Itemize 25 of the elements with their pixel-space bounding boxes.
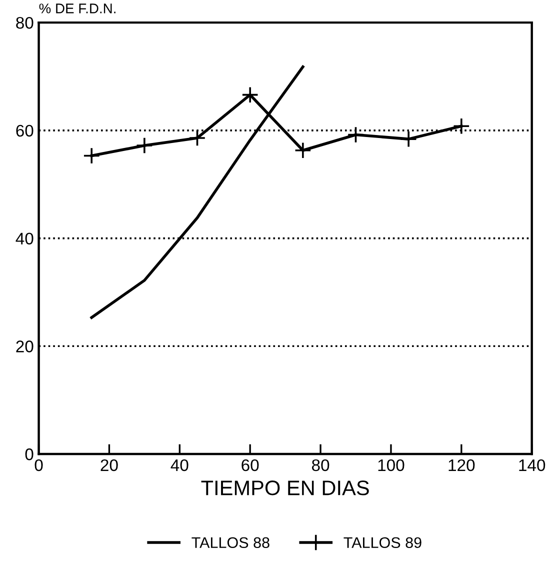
y-tick-label: 0 xyxy=(25,448,34,460)
point xyxy=(452,118,470,135)
y-axis-title: % DE F.D.N. xyxy=(39,4,116,14)
x-tick-label: 100 xyxy=(378,459,404,472)
x-tick-label: 80 xyxy=(312,459,330,472)
x-tick-label: 60 xyxy=(242,459,259,472)
legend-label: TALLOS 89 xyxy=(344,537,422,548)
point xyxy=(136,136,153,154)
x-tick-label: 20 xyxy=(100,459,118,472)
y-tick-label: 80 xyxy=(16,16,34,29)
x-tick-label: 140 xyxy=(519,459,546,472)
x-tick-label: 120 xyxy=(448,459,475,472)
x-tick-label: 40 xyxy=(170,459,188,472)
y-tick-label: 20 xyxy=(16,340,34,352)
point xyxy=(242,86,259,104)
y-tick-label: 60 xyxy=(16,124,34,137)
point xyxy=(294,142,312,159)
x-axis-title: TIEMPO EN DIAS xyxy=(201,480,369,496)
point xyxy=(188,129,206,147)
y-tick-label: 40 xyxy=(16,232,34,244)
x-tick-label: 0 xyxy=(34,459,43,472)
point xyxy=(83,147,100,164)
point xyxy=(347,126,364,144)
legend-label: TALLOS 88 xyxy=(192,537,270,548)
point xyxy=(400,130,418,148)
